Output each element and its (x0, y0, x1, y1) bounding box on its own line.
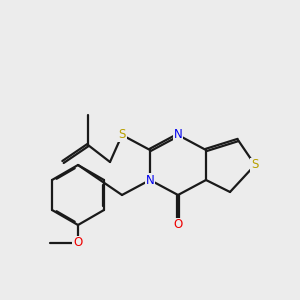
Text: S: S (118, 128, 126, 142)
Text: O: O (173, 218, 183, 232)
Text: N: N (174, 128, 182, 142)
Text: S: S (251, 158, 259, 172)
Text: N: N (146, 173, 154, 187)
Text: O: O (74, 236, 82, 250)
